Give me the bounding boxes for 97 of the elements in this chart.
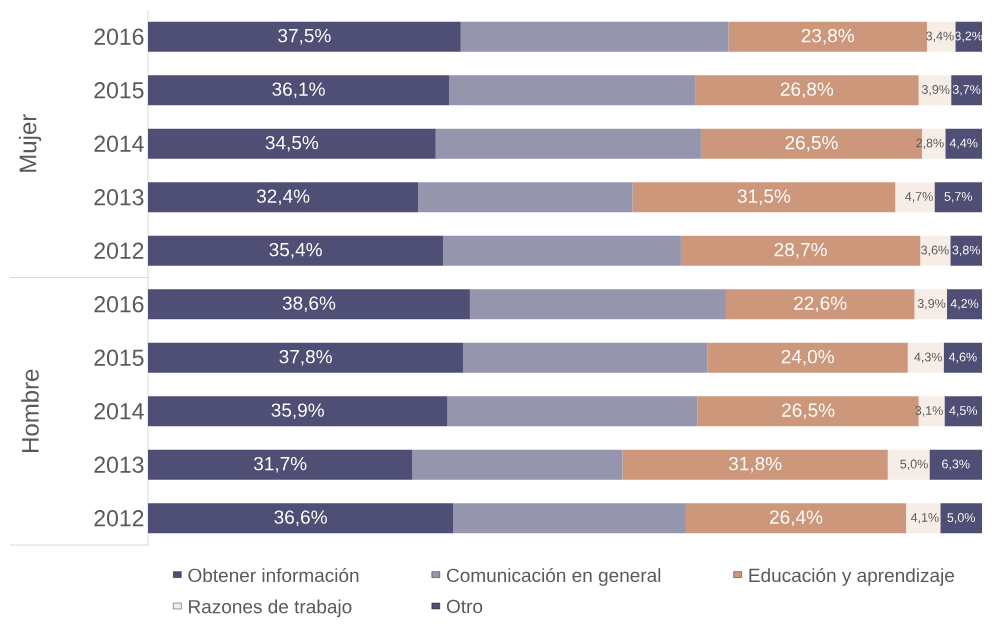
bar bbox=[148, 396, 448, 427]
bar bbox=[685, 503, 907, 534]
bar bbox=[148, 449, 413, 480]
bar bbox=[148, 503, 454, 534]
y-tick-label: 2016 bbox=[94, 28, 144, 45]
legend-label: Razones de trabajo bbox=[189, 599, 352, 618]
data-label: 36,1% bbox=[272, 82, 325, 99]
bar bbox=[435, 128, 701, 159]
bar bbox=[148, 128, 436, 159]
data-label: 38,6% bbox=[282, 296, 336, 313]
bar bbox=[951, 75, 982, 106]
bar bbox=[447, 396, 698, 427]
bar bbox=[895, 182, 935, 213]
bar bbox=[680, 235, 921, 266]
data-label: 35,9% bbox=[271, 403, 324, 420]
data-label: 4,3% bbox=[914, 352, 942, 363]
y-tick-label: 2016 bbox=[94, 296, 144, 313]
bar bbox=[906, 503, 941, 534]
legend-label: Educación y aprendizaje bbox=[749, 567, 955, 586]
y-tick-label: 2012 bbox=[94, 242, 144, 259]
y-tick-label: 2014 bbox=[94, 135, 144, 152]
bar bbox=[460, 21, 729, 52]
data-label: 26,8% bbox=[780, 82, 834, 99]
bar bbox=[728, 21, 927, 52]
bar bbox=[148, 182, 419, 213]
data-label: 3,6% bbox=[921, 245, 949, 256]
bar bbox=[453, 503, 686, 534]
data-label: 23,8% bbox=[801, 28, 854, 45]
data-label: 26,4% bbox=[770, 510, 823, 527]
bar bbox=[946, 289, 982, 320]
data-label: 36,6% bbox=[274, 510, 327, 527]
y-tick-label: 2015 bbox=[94, 82, 144, 99]
bar bbox=[469, 289, 726, 320]
data-label: 3,7% bbox=[952, 85, 981, 96]
data-label: 31,5% bbox=[737, 189, 791, 206]
data-label: 4,5% bbox=[949, 406, 978, 417]
data-label: 31,8% bbox=[728, 456, 782, 473]
data-label: 4,6% bbox=[948, 352, 977, 363]
bar bbox=[622, 449, 888, 480]
data-label: 3,9% bbox=[921, 85, 950, 96]
bar bbox=[943, 342, 982, 373]
bar bbox=[920, 235, 951, 266]
bar bbox=[907, 342, 944, 373]
bar bbox=[418, 182, 633, 213]
bar bbox=[929, 449, 982, 480]
y-tick-label: 2015 bbox=[94, 349, 144, 366]
bar bbox=[463, 342, 708, 373]
bar bbox=[632, 182, 896, 213]
data-label: 26,5% bbox=[785, 135, 838, 152]
data-label: 4,7% bbox=[905, 192, 933, 203]
data-label: 24,0% bbox=[781, 349, 834, 366]
data-label: 5,0% bbox=[947, 513, 975, 524]
data-label: 4,4% bbox=[949, 138, 978, 149]
data-label: 31,7% bbox=[253, 456, 307, 473]
bar bbox=[148, 235, 444, 266]
bar bbox=[940, 503, 982, 534]
bar bbox=[148, 289, 470, 320]
data-label: 22,6% bbox=[794, 296, 847, 313]
bar bbox=[695, 75, 919, 106]
data-label: 4,1% bbox=[910, 513, 939, 524]
legend-label: Obtener información bbox=[188, 567, 359, 583]
bar bbox=[148, 21, 461, 52]
bar bbox=[148, 342, 464, 373]
bar bbox=[148, 75, 450, 106]
data-label: 3,8% bbox=[952, 245, 980, 256]
bar bbox=[945, 128, 982, 159]
bar bbox=[950, 235, 982, 266]
y-tick-label: 2012 bbox=[94, 510, 144, 527]
bar bbox=[918, 75, 952, 106]
bar bbox=[412, 449, 623, 480]
text: Mujer bbox=[18, 114, 42, 172]
y-tick-label: 2014 bbox=[94, 403, 144, 420]
y-tick-label: 2013 bbox=[94, 456, 144, 473]
data-label: 5,0% bbox=[900, 459, 928, 470]
bar bbox=[944, 396, 982, 427]
bar bbox=[449, 75, 696, 106]
bar bbox=[443, 235, 681, 266]
data-label: 3,9% bbox=[917, 299, 946, 310]
text: Hombre bbox=[21, 369, 39, 452]
legend-label: Comunicación en general bbox=[446, 567, 661, 586]
bar bbox=[887, 449, 930, 480]
data-label: 37,5% bbox=[278, 28, 331, 45]
data-label: 32,4% bbox=[256, 189, 310, 206]
data-label: 37,8% bbox=[279, 349, 332, 366]
data-label: 34,5% bbox=[265, 135, 319, 152]
data-label: 35,4% bbox=[269, 242, 322, 259]
data-label: 5,7% bbox=[944, 192, 973, 203]
bar bbox=[707, 342, 908, 373]
data-label: 26,5% bbox=[782, 403, 835, 420]
bar bbox=[725, 289, 915, 320]
data-label: 6,3% bbox=[942, 459, 970, 470]
data-label: 28,7% bbox=[774, 242, 827, 259]
y-tick-label: 2013 bbox=[94, 189, 144, 206]
bar bbox=[914, 289, 947, 320]
bar bbox=[934, 182, 982, 213]
data-label: 4,2% bbox=[950, 299, 979, 310]
legend-label: Otro bbox=[446, 599, 483, 614]
